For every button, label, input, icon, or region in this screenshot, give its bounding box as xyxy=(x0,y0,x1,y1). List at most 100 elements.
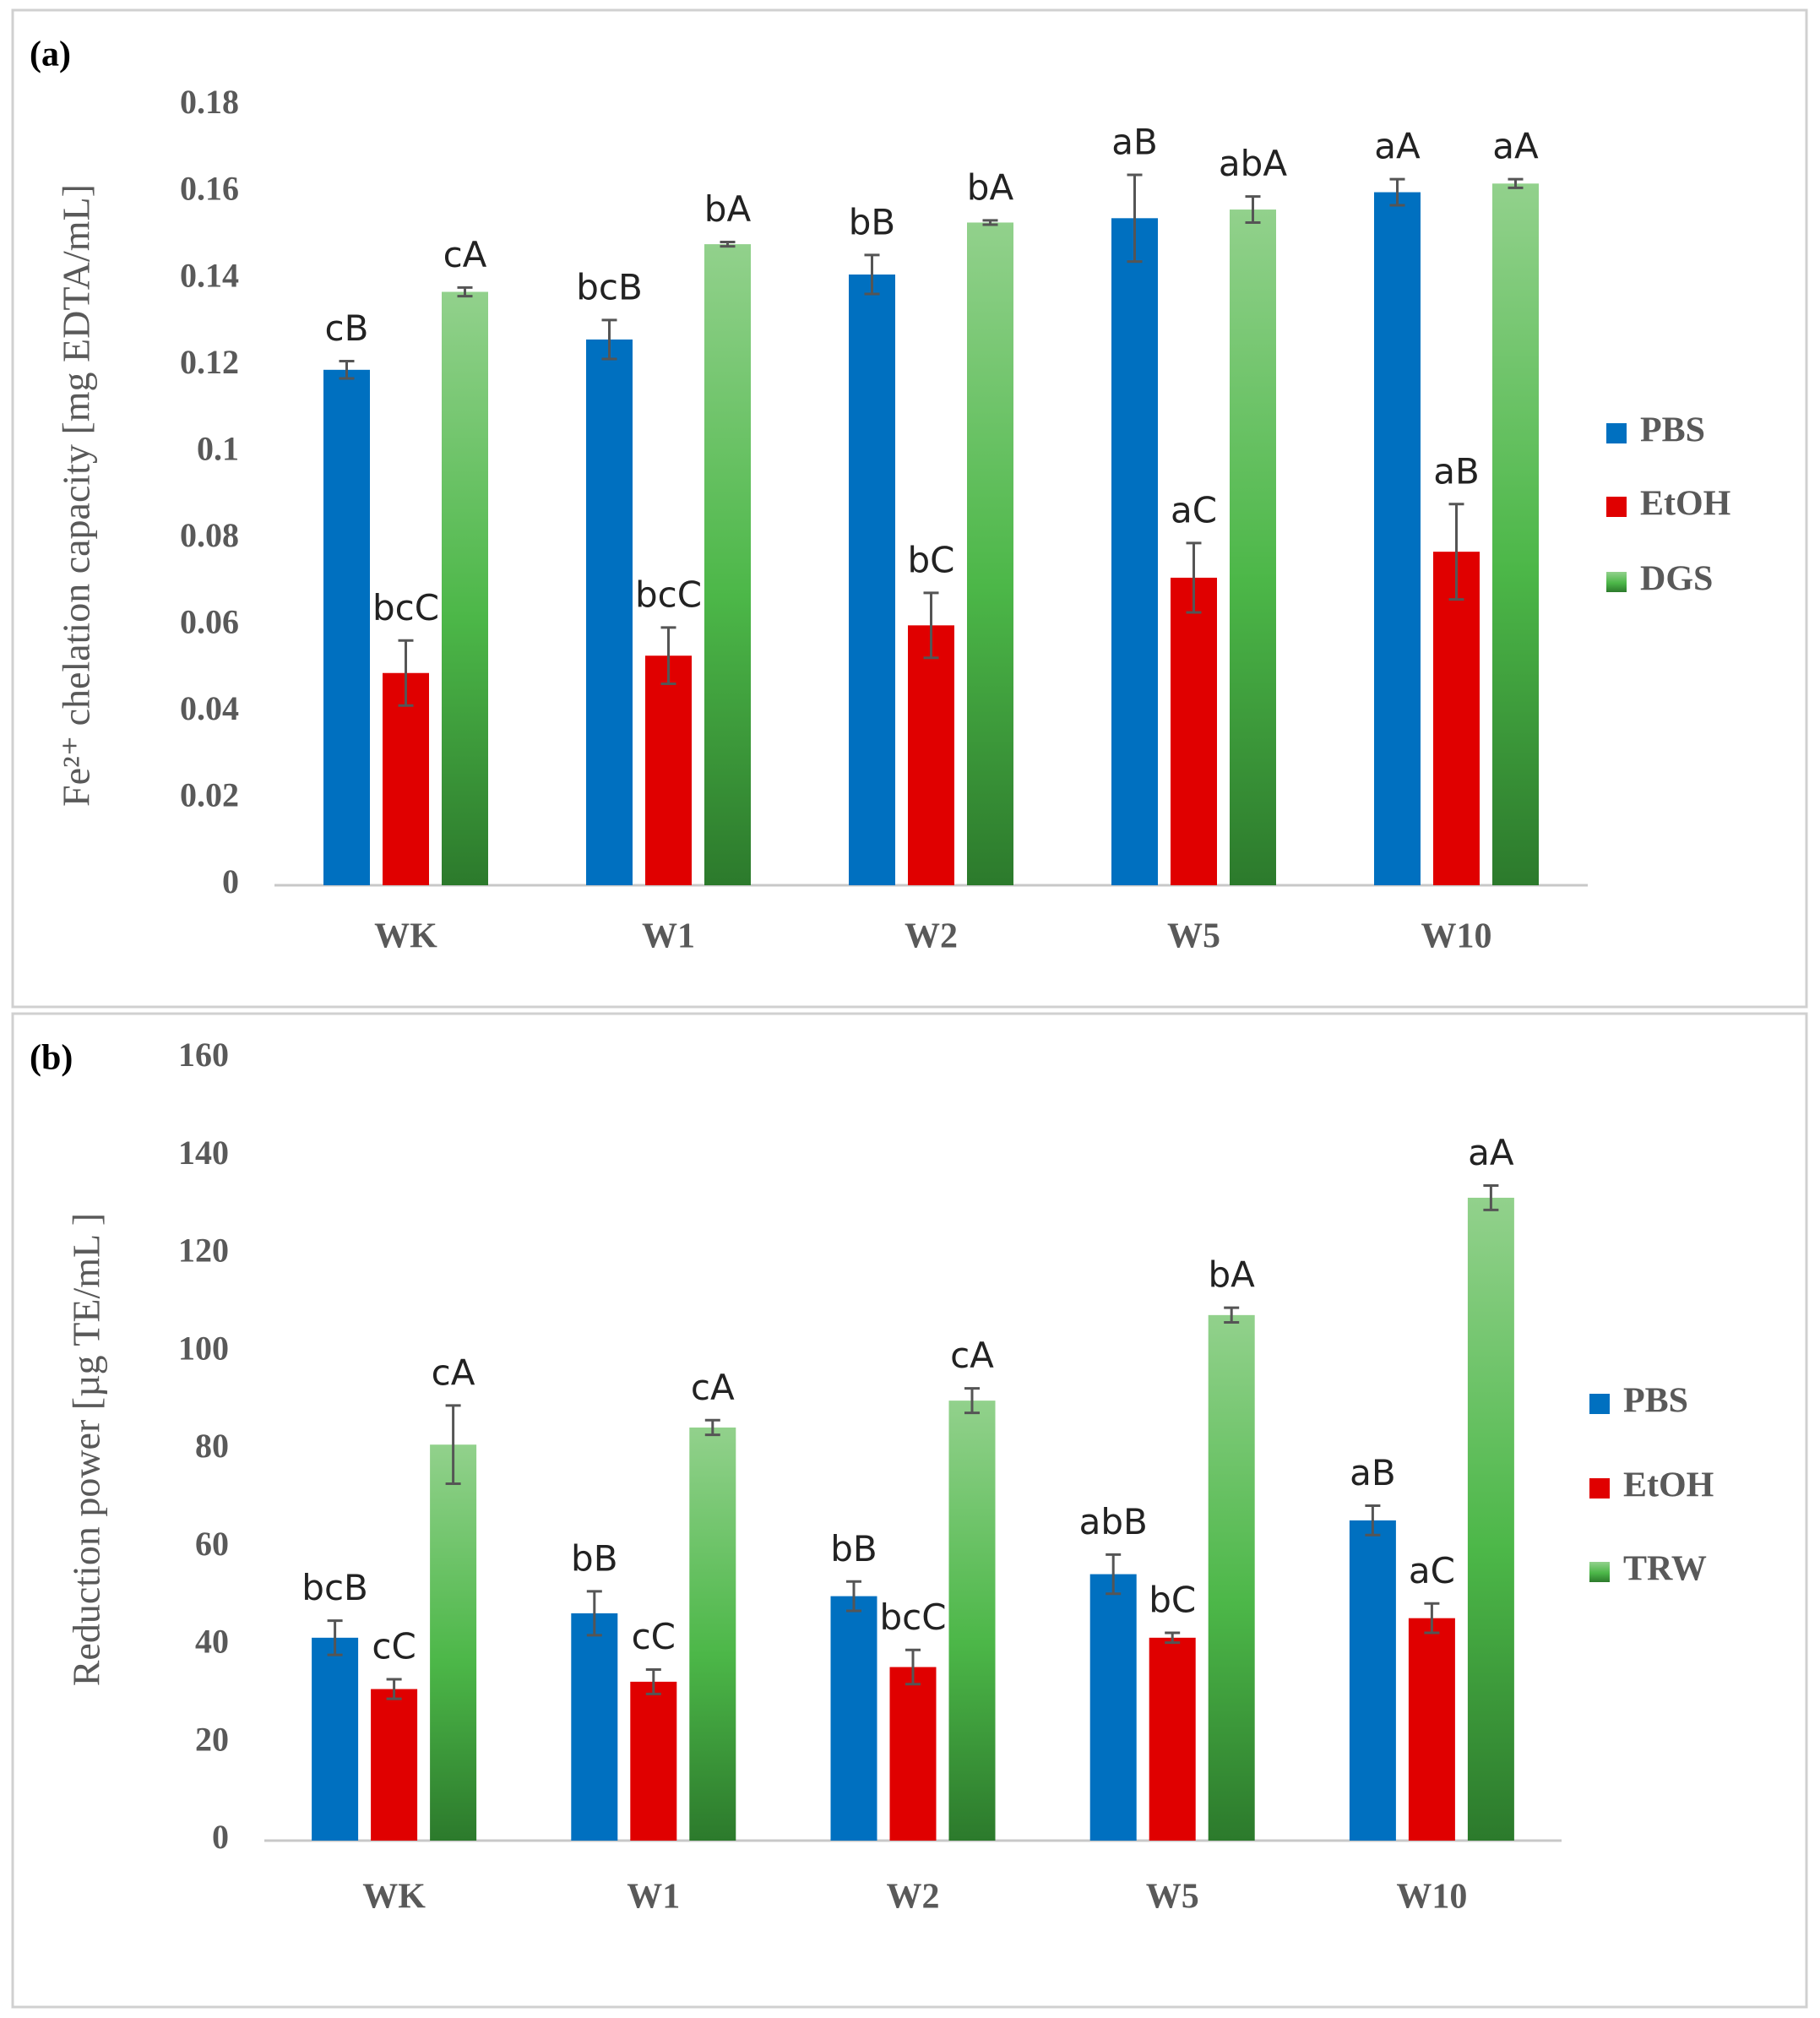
error-bar xyxy=(457,286,473,298)
legend-swatch xyxy=(1589,1562,1610,1582)
y-tick-label: 0.18 xyxy=(180,83,239,121)
bar xyxy=(323,369,370,885)
y-tick-label: 0 xyxy=(222,862,239,900)
y-tick-label: 0.04 xyxy=(180,689,239,727)
legend-swatch xyxy=(1606,423,1627,443)
error-bar xyxy=(645,1667,661,1695)
significance-letter: bA xyxy=(704,188,752,230)
error-bar xyxy=(1245,195,1261,224)
significance-letter: aA xyxy=(1492,126,1539,167)
significance-letter: cA xyxy=(432,1352,475,1393)
legend-label: EtOH xyxy=(1640,485,1730,524)
x-tick-label: W2 xyxy=(887,1878,940,1917)
bar xyxy=(1149,1637,1196,1841)
bar xyxy=(704,244,751,886)
significance-letter: bcC xyxy=(635,574,702,615)
significance-letter: bcC xyxy=(372,587,439,628)
significance-letter: bC xyxy=(1149,1580,1196,1621)
bar xyxy=(830,1596,877,1841)
bar xyxy=(1089,1574,1137,1841)
legend-label: DGS xyxy=(1640,560,1713,599)
significance-letter: aB xyxy=(1111,122,1158,163)
significance-letter: bB xyxy=(571,1537,617,1579)
bar xyxy=(1492,183,1539,886)
bar xyxy=(689,1427,736,1841)
bar xyxy=(1433,552,1480,885)
y-tick-label: 80 xyxy=(195,1427,229,1465)
error-bar xyxy=(1365,1504,1381,1537)
bar xyxy=(430,1444,477,1841)
y-tick-label: 20 xyxy=(195,1720,229,1758)
significance-letter: aB xyxy=(1350,1452,1396,1493)
bar xyxy=(1111,218,1158,885)
bar xyxy=(948,1401,996,1841)
bar xyxy=(889,1667,937,1841)
x-tick-label: W1 xyxy=(627,1878,680,1917)
error-bar xyxy=(846,1580,861,1613)
error-bar xyxy=(601,318,617,361)
bar xyxy=(1171,577,1217,885)
panel-frame xyxy=(11,1012,1808,2009)
significance-letter: bB xyxy=(849,201,895,242)
bar xyxy=(967,222,1013,885)
panel-label: (b) xyxy=(30,1039,73,1078)
error-bar xyxy=(1483,1183,1499,1211)
y-tick-label: 0.16 xyxy=(180,170,239,208)
bar xyxy=(586,339,633,885)
significance-letter: cA xyxy=(950,1335,994,1376)
significance-letter: aA xyxy=(1374,126,1421,167)
significance-letter: cA xyxy=(691,1367,735,1408)
significance-letter: aB xyxy=(1433,450,1480,492)
significance-letter: cB xyxy=(325,307,369,349)
significance-letter: bC xyxy=(908,539,955,580)
y-tick-label: 120 xyxy=(178,1232,229,1270)
x-tick-label: W2 xyxy=(905,917,958,956)
bar xyxy=(908,625,954,885)
error-bar xyxy=(704,1418,720,1437)
significance-letter: bcB xyxy=(576,266,643,307)
y-tick-label: 0.06 xyxy=(180,603,239,641)
bar xyxy=(383,672,429,885)
y-tick-label: 160 xyxy=(178,1036,229,1074)
error-bar xyxy=(982,219,998,226)
x-tick-label: W5 xyxy=(1167,917,1220,956)
y-tick-label: 40 xyxy=(195,1623,229,1661)
error-bar xyxy=(1424,1602,1440,1635)
bar xyxy=(645,655,692,885)
legend-label: TRW xyxy=(1623,1550,1707,1589)
x-tick-label: W10 xyxy=(1421,917,1492,956)
significance-letter: bcB xyxy=(302,1567,368,1608)
legend-label: PBS xyxy=(1623,1382,1688,1421)
error-bar xyxy=(964,1387,980,1415)
panel-frame xyxy=(11,8,1808,1009)
y-axis-title: Reduction power [µg TE/mL ] xyxy=(65,1213,108,1687)
significance-letter: cC xyxy=(632,1616,676,1657)
y-tick-label: 60 xyxy=(195,1525,229,1563)
error-bar xyxy=(720,241,736,248)
legend-swatch xyxy=(1589,1478,1610,1499)
error-bar xyxy=(327,1619,343,1656)
y-tick-label: 0.1 xyxy=(197,429,239,467)
y-tick-label: 0.08 xyxy=(180,516,239,554)
significance-letter: abA xyxy=(1219,143,1287,184)
error-bar xyxy=(864,253,880,296)
x-tick-label: W1 xyxy=(642,917,695,956)
significance-letter: bA xyxy=(1208,1254,1255,1296)
bar xyxy=(630,1681,677,1841)
legend-swatch xyxy=(1606,497,1627,517)
bar xyxy=(1349,1520,1396,1841)
y-tick-label: 100 xyxy=(178,1329,229,1367)
significance-letter: bB xyxy=(830,1528,877,1569)
error-bar xyxy=(905,1648,921,1686)
error-bar xyxy=(445,1404,461,1486)
error-bar xyxy=(339,360,355,380)
x-tick-label: WK xyxy=(374,917,437,956)
x-tick-label: WK xyxy=(362,1878,426,1917)
significance-letter: cC xyxy=(372,1626,416,1667)
bar xyxy=(1230,209,1276,886)
bar xyxy=(312,1637,359,1841)
significance-letter: aC xyxy=(1409,1550,1455,1591)
significance-letter: aC xyxy=(1171,489,1217,530)
legend-swatch xyxy=(1606,572,1627,592)
y-tick-label: 0.14 xyxy=(180,256,239,294)
